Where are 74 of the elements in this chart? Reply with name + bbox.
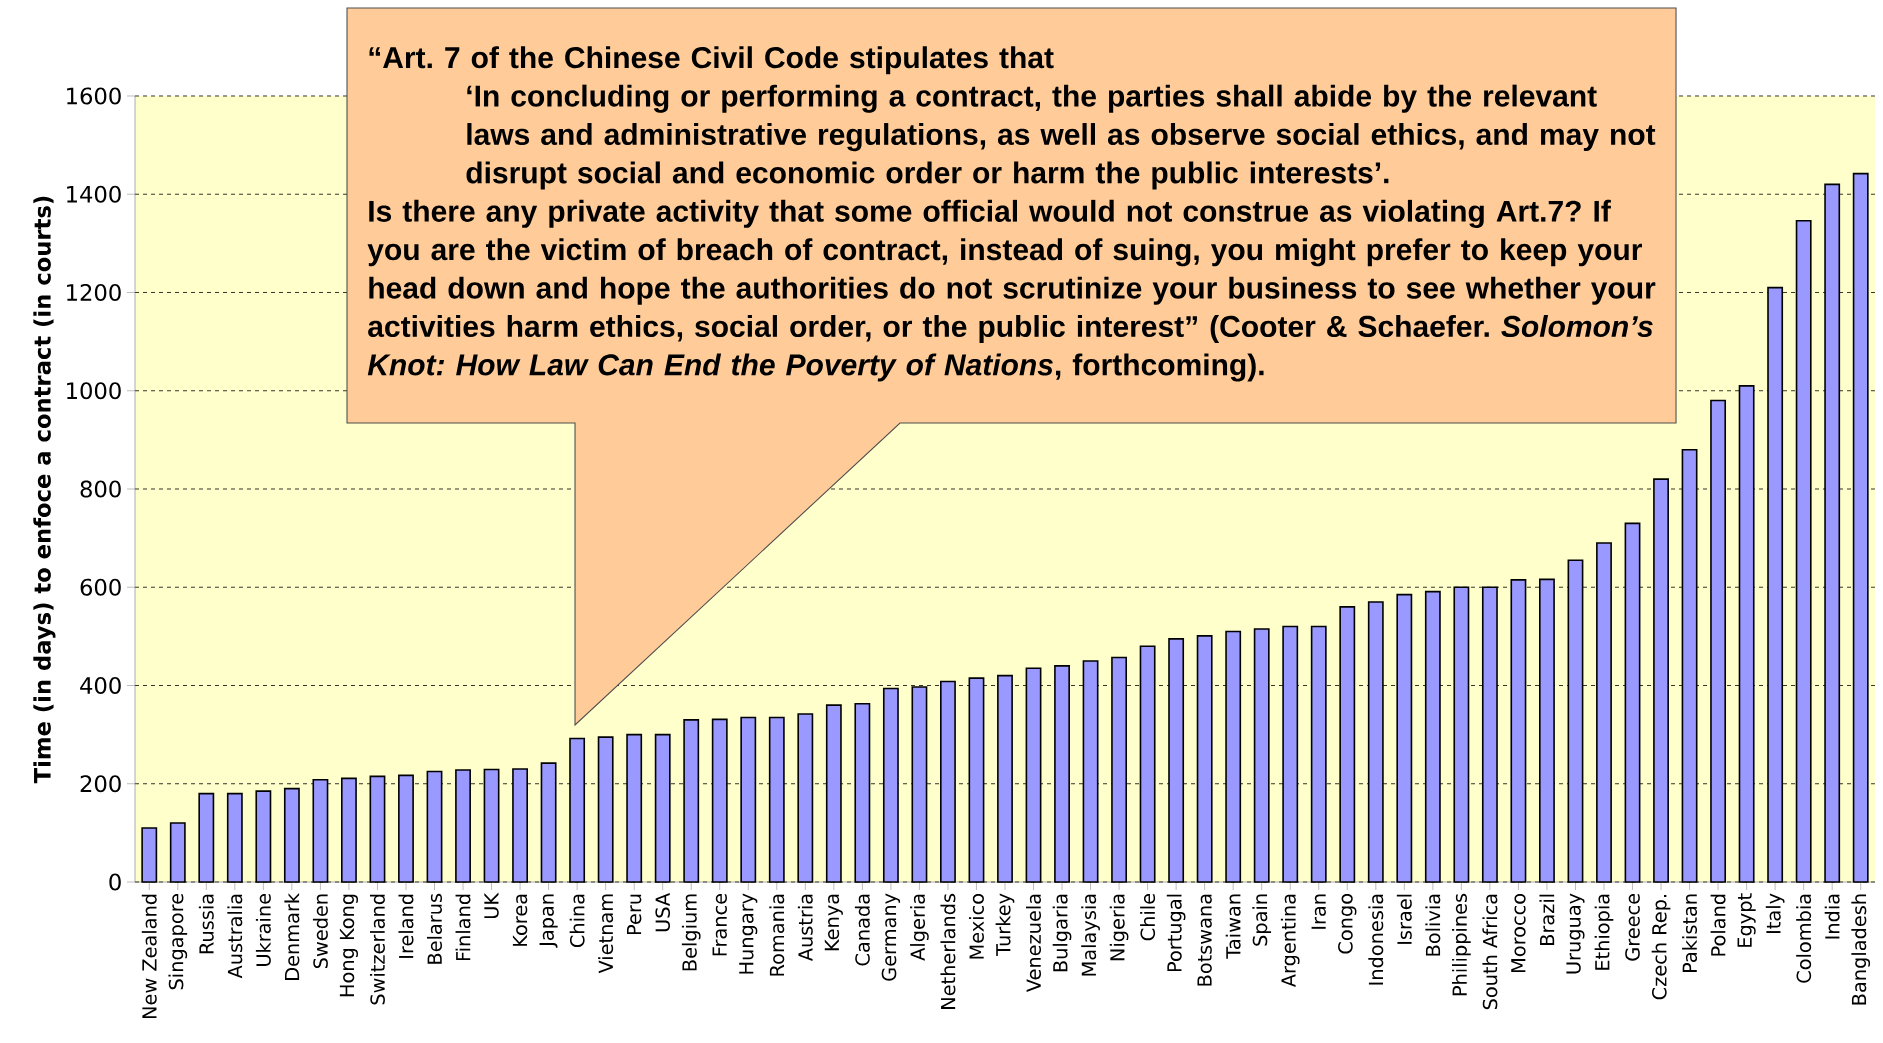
x-tick-label: Denmark xyxy=(284,892,300,980)
x-tick-label: Spain xyxy=(1252,894,1272,946)
x-tick-label: Singapore xyxy=(168,893,188,990)
x-tick-label: Peru xyxy=(626,894,642,935)
x-tick-label: Taiwan xyxy=(1225,894,1241,959)
x-tick-label: Italy xyxy=(1765,893,1785,933)
x-tick-label: Bangladesh xyxy=(1851,894,1871,1005)
x-tick-label: Australia xyxy=(227,894,243,979)
x-tick-label: Chile xyxy=(1140,893,1156,941)
y-tick-label: 400 xyxy=(80,676,121,695)
x-tick-label: Bolivia xyxy=(1425,894,1441,956)
x-tick-label: Turkey xyxy=(995,893,1015,956)
x-tick-label: India xyxy=(1824,894,1840,939)
text: “Art. 7 of the Chinese Civil Code stipulates that xyxy=(369,46,1054,75)
x-tick-label: Vietnam xyxy=(598,894,614,974)
x-tick-label: Algeria xyxy=(910,894,929,961)
x-tick-label: Egypt xyxy=(1737,893,1756,947)
y-axis-title: Time (in days) to enfoce a contract (in courts) xyxy=(33,196,56,784)
x-tick-label: Pakistan xyxy=(1682,894,1698,972)
x-tick-label: USA xyxy=(655,893,671,932)
x-tick-label: Israel xyxy=(1396,894,1412,944)
y-tick-label: 1600 xyxy=(67,87,121,105)
x-tick-label: Morocco xyxy=(1511,893,1526,972)
x-tick-label: Czech Rep. xyxy=(1651,895,1671,1000)
y-tick-label: 1000 xyxy=(67,382,121,400)
x-tick-label: Kenya xyxy=(824,894,843,951)
x-tick-label: Belarus xyxy=(427,893,442,964)
x-tick-label: Iran xyxy=(1311,894,1326,929)
x-tick-label: Indonesia xyxy=(1368,894,1384,985)
x-tick-label: Sweden xyxy=(312,894,328,969)
text: Is there any private activity that some official would not construe as violating Art.7? If you are the victim of breach of contract, instead of suing, you might prefer to keep your head down and hope the authorities do not scrutinize your business to see whether your activities harm ethics, social order, or the public interest” (Cooter & Schaefer. Solomon’s Knot: How Law Can End the Poverty of Nations, forthcoming). xyxy=(367,199,1656,382)
x-tick-label: Ethiopia xyxy=(1594,894,1614,970)
x-tick-label: Hungary xyxy=(739,893,758,974)
x-tick-label: Japan xyxy=(539,894,558,948)
x-tick-label: Canada xyxy=(854,894,870,966)
x-tick-label: Russia xyxy=(198,894,214,954)
x-tick-label: France xyxy=(712,893,727,956)
x-tick-label: Hong Kong xyxy=(339,894,358,997)
x-tick-label: Venezuela xyxy=(1026,894,1041,993)
x-tick-label: Colombia xyxy=(1796,894,1812,983)
y-tick-label: 600 xyxy=(80,578,121,596)
annotation: ‘In concluding or performing a contract, the parties shall abide by the relevant laws and administrative regulations, as well as observe social ethics, and may not disrupt social and economic order or harm the public interests’. xyxy=(466,84,1656,190)
x-tick-label: Argentina xyxy=(1280,894,1300,988)
x-tick-label: China xyxy=(569,894,585,948)
y-tick-label: 1200 xyxy=(67,283,121,302)
y-tick-label: 200 xyxy=(80,775,121,793)
x-tick-label: UK xyxy=(484,892,499,919)
x-tick-label: Congo xyxy=(1338,893,1357,954)
x-tick-label: Bulgaria xyxy=(1052,894,1072,972)
y-tick-label: 0 xyxy=(109,873,121,891)
x-tick-label: Nigeria xyxy=(1109,894,1129,961)
x-tick-label: Mexico xyxy=(968,893,984,959)
x-tick-label: Poland xyxy=(1710,894,1726,956)
x-tick-label: Ukraine xyxy=(255,893,271,966)
x-tick-label: Germany xyxy=(881,893,901,981)
x-tick-label: Greece xyxy=(1625,893,1640,961)
x-tick-label: South Africa xyxy=(1482,894,1498,1010)
x-tick-label: Brazil xyxy=(1539,894,1555,945)
x-tick-label: Botswana xyxy=(1197,894,1212,986)
x-tick-label: Malaysia xyxy=(1081,894,1100,976)
x-tick-label: Netherlands xyxy=(940,893,956,1009)
x-tick-label: Uruguay xyxy=(1566,893,1585,974)
x-tick-label: Finland xyxy=(455,894,471,961)
x-tick-label: New Zealand xyxy=(141,894,157,1019)
x-tick-label: Romania xyxy=(769,894,785,976)
x-tick-label: Portugal xyxy=(1166,894,1186,972)
y-tick-label: 800 xyxy=(80,480,121,498)
x-tick-label: Philippines xyxy=(1452,893,1471,996)
x-tick-label: Korea xyxy=(512,894,528,946)
x-tick-label: Switzerland xyxy=(369,894,385,1005)
x-tick-label: Belgium xyxy=(681,894,701,971)
x-tick-label: Austria xyxy=(797,894,813,962)
y-tick-label: 1400 xyxy=(67,185,121,203)
x-tick-label: Ireland xyxy=(398,894,414,958)
